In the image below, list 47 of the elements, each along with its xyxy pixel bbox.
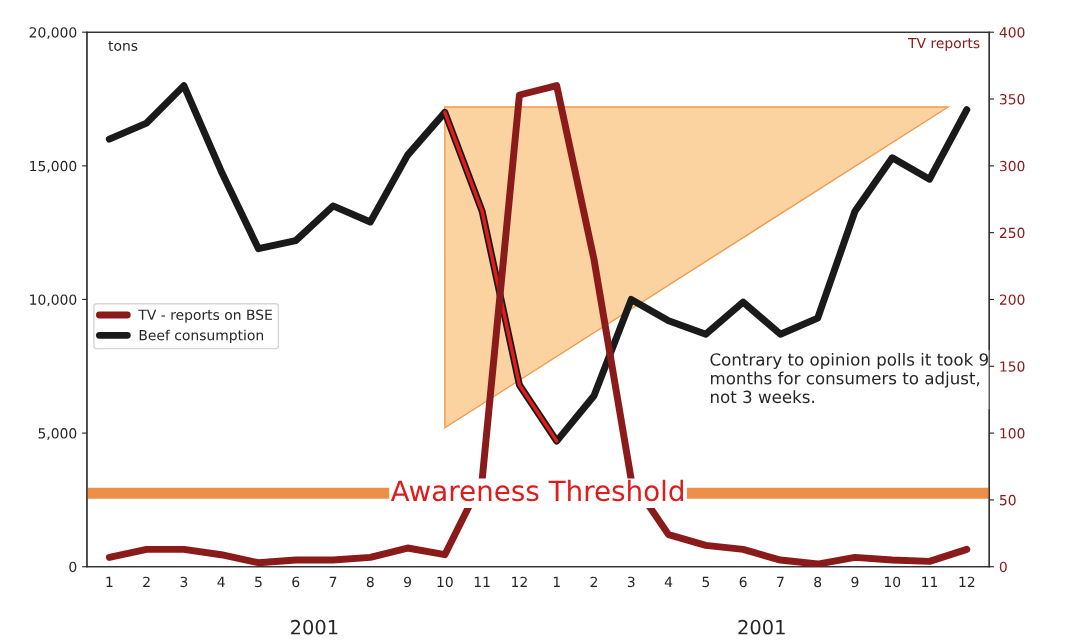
x-tick-label: 5 — [702, 576, 710, 588]
x-tick-label: 9 — [851, 576, 859, 588]
y-axis-title: tons — [108, 40, 138, 51]
y-tick-label: 20,000 — [29, 27, 77, 40]
x-tick-label: 10 — [437, 576, 453, 588]
x-tick-label: 1 — [553, 576, 560, 587]
x-tick-label: 4 — [217, 576, 225, 587]
legend-label: Beef consumption — [139, 329, 264, 344]
x-tick-label: 4 — [664, 576, 673, 587]
y2-axis-title: TV reports — [908, 37, 980, 51]
x-tick-label: 3 — [180, 576, 188, 588]
x-tick-label: 7 — [329, 576, 337, 587]
y2-tick-label: 350 — [999, 93, 1025, 105]
x-tick-label: 11 — [474, 576, 490, 587]
x-tick-label: 2 — [143, 576, 150, 587]
y2-tick-label: 300 — [999, 160, 1025, 172]
x-tick-label: 5 — [255, 576, 262, 588]
y-tick-label: 0 — [69, 561, 77, 573]
line-series — [443, 110, 559, 443]
x-tick-label: 6 — [739, 576, 747, 588]
x-tick-label: 1 — [106, 576, 113, 587]
x-tick-label: 12 — [512, 576, 527, 587]
text: 2001 — [291, 619, 338, 635]
annotation: Contrary to opinion polls it took 9 months for consumers to adjust, not 3 weeks. — [710, 352, 988, 404]
y2-tick-label: 200 — [999, 294, 1025, 305]
x-tick-label: 3 — [627, 576, 635, 588]
text: 2001 — [738, 619, 785, 635]
y2-tick-label: 250 — [999, 227, 1025, 239]
y-tick-label: 10,000 — [30, 294, 77, 307]
x-tick-label: 6 — [292, 576, 300, 588]
y-tick-label: 15,000 — [30, 160, 77, 173]
x-tick-label: 8 — [814, 576, 822, 588]
legend-label: TV - reports on BSE — [138, 309, 272, 323]
x-tick-label: 10 — [884, 576, 901, 588]
y2-tick-label: 0 — [999, 561, 1007, 573]
x-tick-label: 7 — [777, 576, 784, 587]
x-tick-label: 2 — [590, 576, 598, 587]
y2-tick-label: 150 — [1000, 361, 1025, 372]
y2-tick-label: 400 — [999, 27, 1025, 38]
y2-tick-label: 50 — [999, 494, 1016, 506]
ref-line-label: Awareness Threshold — [390, 479, 683, 502]
x-tick-label: 8 — [366, 576, 374, 588]
y-tick-label: 5,000 — [38, 428, 77, 440]
y2-tick-label: 100 — [1000, 428, 1025, 439]
x-tick-label: 11 — [922, 576, 938, 587]
x-tick-label: 9 — [404, 576, 412, 588]
x-tick-label: 12 — [959, 576, 975, 587]
